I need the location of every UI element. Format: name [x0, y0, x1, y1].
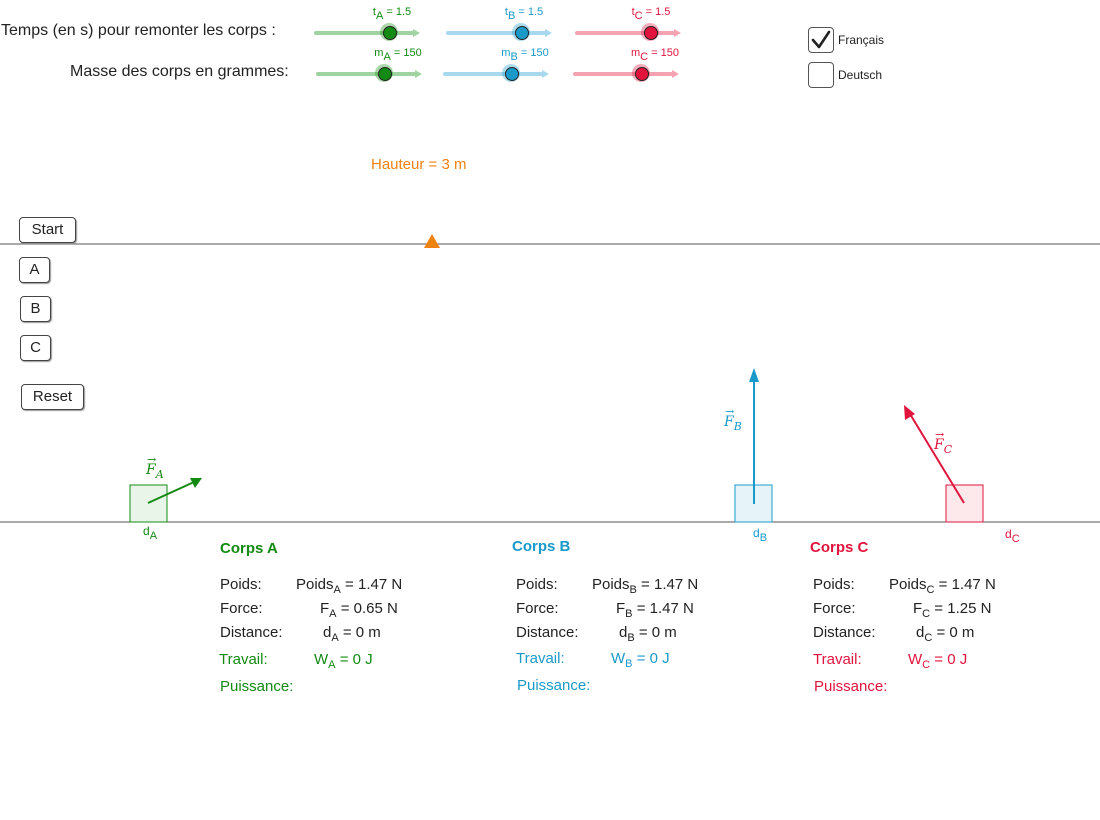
body-a-travail-label: Travail: — [219, 651, 268, 668]
french-checkbox[interactable] — [808, 27, 834, 53]
force-c-arrow — [909, 413, 965, 504]
body-c-puissance-label: Puissance: — [814, 678, 888, 695]
body-a-poids-value: PoidsA = 1.47 N — [296, 576, 403, 596]
body-c-distance-value: dC = 0 m — [916, 624, 975, 644]
body-c-distance-label: Distance: — [813, 624, 876, 641]
force-b-arrowhead-icon — [749, 368, 759, 382]
body-c-travail-label: Travail: — [813, 651, 862, 668]
body-a-distance-value: dA = 0 m — [323, 624, 381, 644]
slider-knob[interactable] — [644, 26, 658, 40]
reset-button[interactable]: Reset — [21, 384, 84, 410]
slider-caption: mC = 150 — [630, 47, 680, 63]
body-b-puissance-label: Puissance: — [517, 677, 591, 694]
slider-caption: mB = 150 — [501, 47, 549, 63]
body-b-poids-label: Poids: — [516, 576, 558, 593]
body-a-travail-value: WA = 0 J — [314, 651, 373, 671]
german-label: Deutsch — [838, 68, 883, 82]
c-button[interactable]: C — [20, 335, 51, 361]
body-b-distance-value: dB = 0 m — [619, 624, 677, 644]
force-a-label: → FA — [146, 453, 164, 481]
height-label: Hauteur = 3 m — [371, 156, 467, 173]
force-a-arrowhead-icon — [190, 478, 202, 488]
slider-caption: tA = 1.5 — [372, 6, 412, 22]
body-b-title: Corps B — [512, 538, 571, 555]
body-c-title: Corps C — [810, 539, 869, 556]
slider-mass-a[interactable]: mA = 150 — [316, 47, 422, 82]
a-button[interactable]: A — [19, 257, 50, 283]
french-label: Français — [838, 33, 885, 47]
body-a-puissance-label: Puissance: — [220, 678, 294, 695]
force-a-arrow — [147, 481, 195, 504]
time-label: Temps (en s) pour remonter les corps : — [1, 22, 276, 39]
force-b-label: → FB — [724, 405, 742, 433]
body-a-title: Corps A — [220, 540, 278, 557]
height-marker-icon[interactable] — [424, 234, 440, 248]
slider-caption: tC = 1.5 — [631, 6, 671, 22]
slider-mass-b[interactable]: mB = 150 — [443, 47, 549, 82]
force-c-arrowhead-icon — [904, 405, 915, 420]
slider-time-b[interactable]: tB = 1.5 — [446, 6, 552, 41]
body-b-force-value: FB = 1.47 N — [616, 600, 694, 620]
body-b-distance-label: Distance: — [516, 624, 579, 641]
slider-time-c[interactable]: tC = 1.5 — [575, 6, 681, 41]
body-a-distance-label: Distance: — [220, 624, 283, 641]
start-button[interactable]: Start — [19, 217, 76, 243]
body-c-force-label: Force: — [813, 600, 856, 617]
slider-time-a[interactable]: tA = 1.5 — [314, 6, 420, 41]
b-button[interactable]: B — [20, 296, 51, 322]
body-c-poids-label: Poids: — [813, 576, 855, 593]
slider-knob[interactable] — [383, 26, 397, 40]
slider-knob[interactable] — [515, 26, 529, 40]
body-b-travail-label: Travail: — [516, 650, 565, 667]
body-c-box — [945, 484, 984, 523]
slider-knob[interactable] — [635, 67, 649, 81]
body-b-poids-value: PoidsB = 1.47 N — [592, 576, 699, 596]
body-a-force-value: FA = 0.65 N — [320, 600, 398, 620]
german-checkbox[interactable] — [808, 62, 834, 88]
body-a-poids-label: Poids: — [220, 576, 262, 593]
distance-a-label: dA — [143, 524, 158, 542]
body-a-force-label: Force: — [220, 600, 263, 617]
distance-b-label: dB — [753, 526, 768, 544]
body-c-poids-value: PoidsC = 1.47 N — [889, 576, 996, 596]
body-b-travail-value: WB = 0 J — [611, 650, 670, 670]
body-c-travail-value: WC = 0 J — [908, 651, 968, 671]
body-c-force-value: FC = 1.25 N — [913, 600, 992, 620]
body-b-force-label: Force: — [516, 600, 559, 617]
slider-knob[interactable] — [505, 67, 519, 81]
slider-caption: mA = 150 — [374, 47, 422, 63]
force-c-label: → FC — [934, 428, 953, 456]
slider-knob[interactable] — [378, 67, 392, 81]
slider-caption: tB = 1.5 — [504, 6, 544, 22]
slider-mass-c[interactable]: mC = 150 — [573, 47, 679, 82]
distance-c-label: dC — [1005, 527, 1020, 545]
mass-label: Masse des corps en grammes: — [70, 63, 289, 80]
checkmark-icon — [811, 30, 831, 49]
